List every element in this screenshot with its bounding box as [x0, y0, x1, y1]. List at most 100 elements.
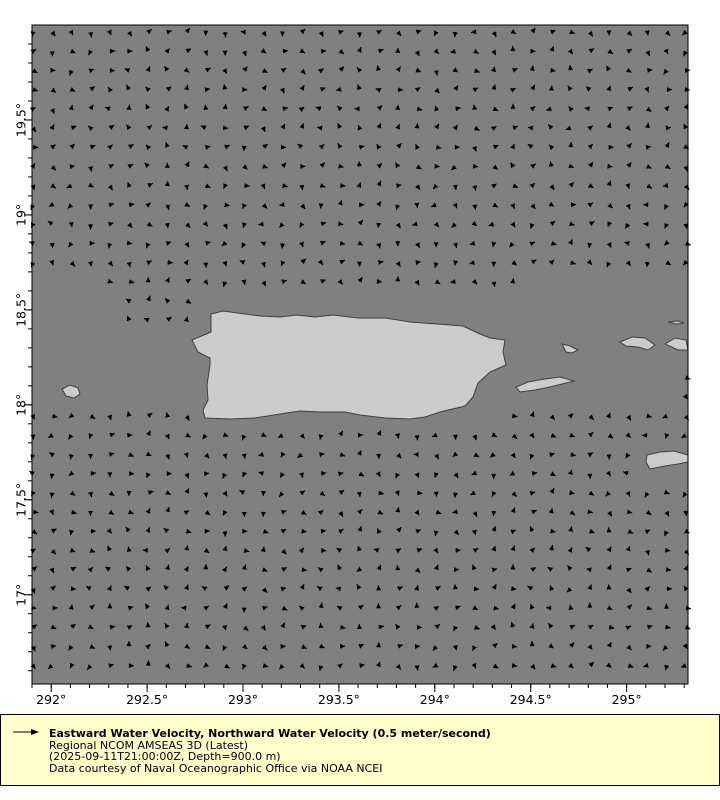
velocity-arrow	[434, 87, 440, 94]
velocity-arrow	[224, 202, 230, 208]
velocity-arrow	[50, 644, 57, 649]
velocity-arrow	[145, 86, 151, 93]
velocity-arrow	[69, 662, 75, 669]
velocity-arrow	[646, 643, 652, 649]
velocity-arrow	[50, 67, 56, 73]
velocity-arrow	[222, 603, 228, 609]
velocity-arrow	[645, 549, 650, 556]
velocity-arrow	[549, 452, 555, 458]
velocity-arrow	[415, 164, 422, 170]
velocity-arrow	[337, 122, 343, 129]
velocity-arrow	[109, 624, 116, 630]
velocity-arrow	[204, 87, 211, 93]
velocity-arrow	[165, 412, 171, 418]
velocity-arrow	[30, 663, 36, 670]
velocity-arrow	[317, 259, 324, 266]
velocity-arrow	[491, 525, 497, 532]
velocity-arrow	[511, 433, 518, 440]
velocity-arrow	[202, 433, 208, 440]
velocity-arrow	[527, 125, 534, 131]
velocity-arrow	[395, 241, 401, 247]
velocity-arrow	[548, 161, 554, 167]
velocity-arrow	[88, 49, 93, 56]
velocity-arrow	[279, 472, 285, 478]
velocity-arrow	[184, 84, 189, 91]
velocity-arrow	[88, 433, 94, 439]
velocity-arrow	[70, 586, 77, 592]
velocity-arrow	[280, 144, 287, 150]
velocity-arrow	[606, 122, 612, 129]
velocity-arrow	[491, 432, 498, 438]
velocity-arrow	[510, 529, 517, 535]
velocity-arrow	[239, 489, 245, 495]
velocity-arrow	[626, 509, 633, 515]
velocity-arrow	[128, 202, 135, 208]
velocity-arrow	[50, 183, 57, 189]
velocity-arrow	[183, 510, 190, 516]
y-tick-label: 17°	[14, 584, 29, 606]
velocity-arrow	[297, 143, 304, 149]
velocity-arrow	[492, 642, 498, 649]
velocity-arrow	[606, 662, 612, 669]
velocity-arrow	[471, 220, 478, 227]
velocity-arrow	[394, 490, 400, 496]
velocity-arrow	[376, 122, 382, 129]
velocity-arrow	[185, 432, 192, 438]
velocity-arrow	[261, 261, 266, 268]
velocity-arrow	[378, 48, 384, 54]
velocity-arrow	[242, 164, 248, 170]
velocity-arrow	[396, 526, 402, 533]
velocity-arrow	[683, 510, 689, 517]
velocity-arrow	[108, 490, 115, 497]
velocity-arrow	[163, 527, 170, 534]
velocity-arrow	[414, 472, 420, 479]
velocity-arrow	[606, 584, 612, 590]
velocity-arrow	[320, 547, 327, 553]
velocity-arrow	[243, 125, 250, 131]
velocity-arrow	[608, 624, 615, 630]
velocity-arrow	[511, 260, 518, 266]
velocity-arrow	[510, 621, 516, 628]
velocity-arrow	[662, 413, 668, 419]
velocity-arrow	[203, 548, 210, 554]
velocity-arrow	[588, 161, 594, 168]
velocity-arrow	[88, 261, 93, 267]
x-axis: 292° 292.5° 293° 293.5° 294° 294.5° 295°	[31, 684, 685, 707]
velocity-arrow	[107, 243, 113, 249]
land-culebra	[561, 343, 580, 354]
velocity-arrow	[493, 605, 499, 611]
velocity-arrow	[145, 527, 151, 533]
velocity-arrow	[241, 564, 247, 570]
velocity-arrow	[145, 202, 152, 208]
velocity-arrow	[262, 68, 268, 74]
velocity-arrow	[89, 240, 95, 246]
velocity-arrow	[336, 605, 343, 611]
velocity-arrow	[165, 204, 170, 211]
land-mona-island	[61, 384, 81, 399]
velocity-arrow	[510, 103, 516, 109]
velocity-arrow	[146, 124, 153, 131]
velocity-arrow	[146, 412, 153, 418]
velocity-arrow	[146, 260, 153, 266]
velocity-arrow	[298, 106, 305, 112]
velocity-arrow	[107, 86, 113, 93]
velocity-arrow	[243, 548, 250, 553]
velocity-arrow	[376, 453, 382, 459]
velocity-arrow	[299, 28, 306, 35]
velocity-arrow	[182, 144, 189, 150]
velocity-arrow	[279, 222, 285, 228]
velocity-arrow	[549, 414, 556, 421]
velocity-arrow	[88, 68, 95, 74]
velocity-arrow	[587, 431, 594, 438]
velocity-arrow	[395, 47, 401, 53]
velocity-arrow	[376, 29, 382, 35]
velocity-arrow	[547, 622, 554, 629]
velocity-arrow	[664, 164, 671, 170]
velocity-arrow	[261, 30, 267, 37]
velocity-arrow	[452, 31, 458, 38]
velocity-arrow	[184, 241, 190, 248]
velocity-arrow	[472, 146, 477, 152]
velocity-arrow	[645, 50, 651, 57]
velocity-arrow	[416, 624, 423, 630]
velocity-arrow	[643, 202, 649, 208]
